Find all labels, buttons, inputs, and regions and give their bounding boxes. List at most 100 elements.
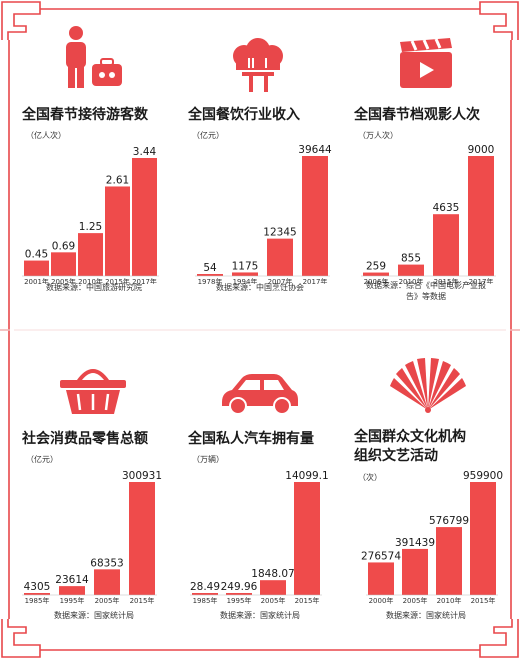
source-note: 数据来源：国家统计局: [386, 611, 466, 620]
panel-cars: 全国私人汽车拥有量 （万辆） 28.49 1985年 249.96 1995年 1848…: [180, 340, 340, 640]
bar-1995年: [226, 592, 252, 595]
category-label: 1994年: [233, 277, 258, 284]
category-label: 2010年: [399, 277, 424, 284]
value-label: 576799: [429, 515, 469, 527]
bar-2005年: [402, 548, 428, 595]
bar-1978年: [197, 274, 223, 276]
bar-2005年: [94, 569, 120, 595]
value-label: 276574: [361, 550, 401, 562]
bar-2005年: [51, 252, 76, 276]
bar-2015年: [129, 482, 155, 595]
bar-2015年: [433, 214, 459, 276]
source-note: 数据来源：综合《中国电影产业报告》等数据: [366, 281, 486, 301]
folding-fan-icon: [390, 358, 466, 413]
value-label: 3.44: [133, 146, 157, 158]
panel-culture: 全国群众文化机构 组织文艺活动 （次） 276574 2000年 391439 200…: [346, 340, 506, 640]
category-label: 2015年: [434, 277, 459, 284]
category-label: 2005年: [95, 596, 120, 604]
value-label: 23614: [55, 574, 89, 586]
category-label: 2017年: [303, 277, 328, 284]
bar-2006年: [363, 272, 389, 276]
value-label: 14099.1: [285, 470, 328, 482]
panel-title-line-2: 组织文艺活动: [354, 448, 438, 464]
value-label: 259: [366, 261, 386, 273]
source-note: 数据来源：国家统计局: [220, 611, 300, 620]
category-label: 1985年: [25, 596, 50, 604]
bar-2015年: [470, 482, 496, 595]
value-label: 2.61: [106, 174, 129, 186]
bar-2010年: [436, 527, 462, 595]
category-label: 2017年: [469, 277, 494, 284]
category-label: 2005年: [403, 596, 428, 604]
value-label: 855: [401, 253, 421, 265]
chart-culture: 276574 2000年 391439 2005年 576799 2010年 959900 2…: [361, 470, 503, 604]
category-label: 2000年: [369, 596, 394, 604]
category-label: 2005年: [51, 277, 76, 284]
value-label: 959900: [463, 470, 503, 482]
bar-2007年: [267, 238, 293, 276]
panel-title: 全国餐饮行业收入: [188, 107, 300, 123]
value-label: 1.25: [79, 221, 102, 233]
bar-1995年: [59, 586, 85, 595]
value-label: 68353: [90, 557, 123, 569]
value-label: 28.49: [190, 581, 220, 593]
unit-label: （万人次）: [358, 131, 398, 140]
category-label: 1985年: [193, 596, 218, 604]
category-label: 2015年: [130, 596, 155, 604]
bar-2015年: [294, 482, 320, 595]
value-label: 12345: [263, 227, 296, 239]
category-label: 1978年: [198, 277, 223, 284]
clapperboard-play-icon: [400, 38, 452, 88]
value-label: 0.69: [52, 240, 75, 252]
car-icon: [222, 374, 298, 415]
unit-label: （万辆）: [192, 455, 224, 464]
panel-title: 社会消费品零售总额: [22, 431, 148, 447]
value-label: 249.96: [221, 581, 258, 593]
chart-tourists: 0.45 2001年 0.69 2005年 1.25 2010年 2.61 2015年 3.44…: [22, 146, 159, 284]
value-label: 9000: [468, 144, 495, 156]
bar-2010年: [398, 264, 424, 276]
value-label: 391439: [395, 537, 435, 549]
panel-title: 全国春节接待游客数: [22, 107, 148, 123]
value-label: 4305: [24, 581, 51, 593]
panel-title: 全国私人汽车拥有量: [188, 431, 314, 447]
category-label: 2015年: [295, 596, 320, 604]
category-label: 1995年: [227, 596, 252, 604]
value-label: 0.45: [25, 249, 48, 261]
panel-title: 全国春节档观影人次: [354, 107, 480, 123]
bar-2001年: [24, 260, 49, 276]
bar-2005年: [260, 580, 286, 595]
value-label: 1848.07: [251, 568, 294, 580]
value-label: 1175: [232, 260, 259, 272]
shopping-basket-icon: [60, 369, 126, 414]
source-note: 数据来源：中国旅游研究院: [46, 283, 142, 292]
bar-1994年: [232, 272, 258, 276]
value-label: 300931: [122, 470, 162, 482]
panel-catering: 全国餐饮行业收入 （亿元） 54 1978年 1175 1994年 12345 2007年…: [180, 14, 340, 314]
panel-cinema: 全国春节档观影人次 （万人次） 259 2006年 855 2010年 4635 2015…: [346, 14, 506, 314]
chart-cinema: 259 2006年 855 2010年 4635 2015年 9000 2017年: [361, 144, 496, 284]
bar-2017年: [302, 156, 328, 276]
traveler-luggage-icon: [66, 26, 122, 88]
chef-hat-utensils-icon: [233, 38, 283, 92]
value-label: 54: [203, 262, 217, 274]
bar-1985年: [192, 593, 218, 595]
panel-retail: 社会消费品零售总额 （亿元） 4305 1985年 23614 1995年 68353 2…: [14, 340, 174, 640]
bar-2010年: [78, 233, 103, 276]
chart-catering: 54 1978年 1175 1994年 12345 2007年 39644 2017年: [195, 144, 332, 284]
unit-label: （亿元）: [192, 131, 224, 140]
category-label: 2010年: [437, 596, 462, 604]
value-label: 4635: [433, 202, 460, 214]
source-note: 数据来源：国家统计局: [54, 611, 134, 620]
bar-2000年: [368, 562, 394, 595]
category-label: 1995年: [60, 596, 85, 604]
bar-1985年: [24, 593, 50, 595]
bar-2015年: [105, 186, 130, 276]
chart-retail: 4305 1985年 23614 1995年 68353 2005年 300931 2015年: [22, 470, 162, 604]
category-label: 2015年: [471, 596, 496, 604]
category-label: 2017年: [132, 277, 157, 284]
unit-label: （亿人次）: [26, 131, 66, 140]
category-label: 2010年: [78, 277, 103, 284]
